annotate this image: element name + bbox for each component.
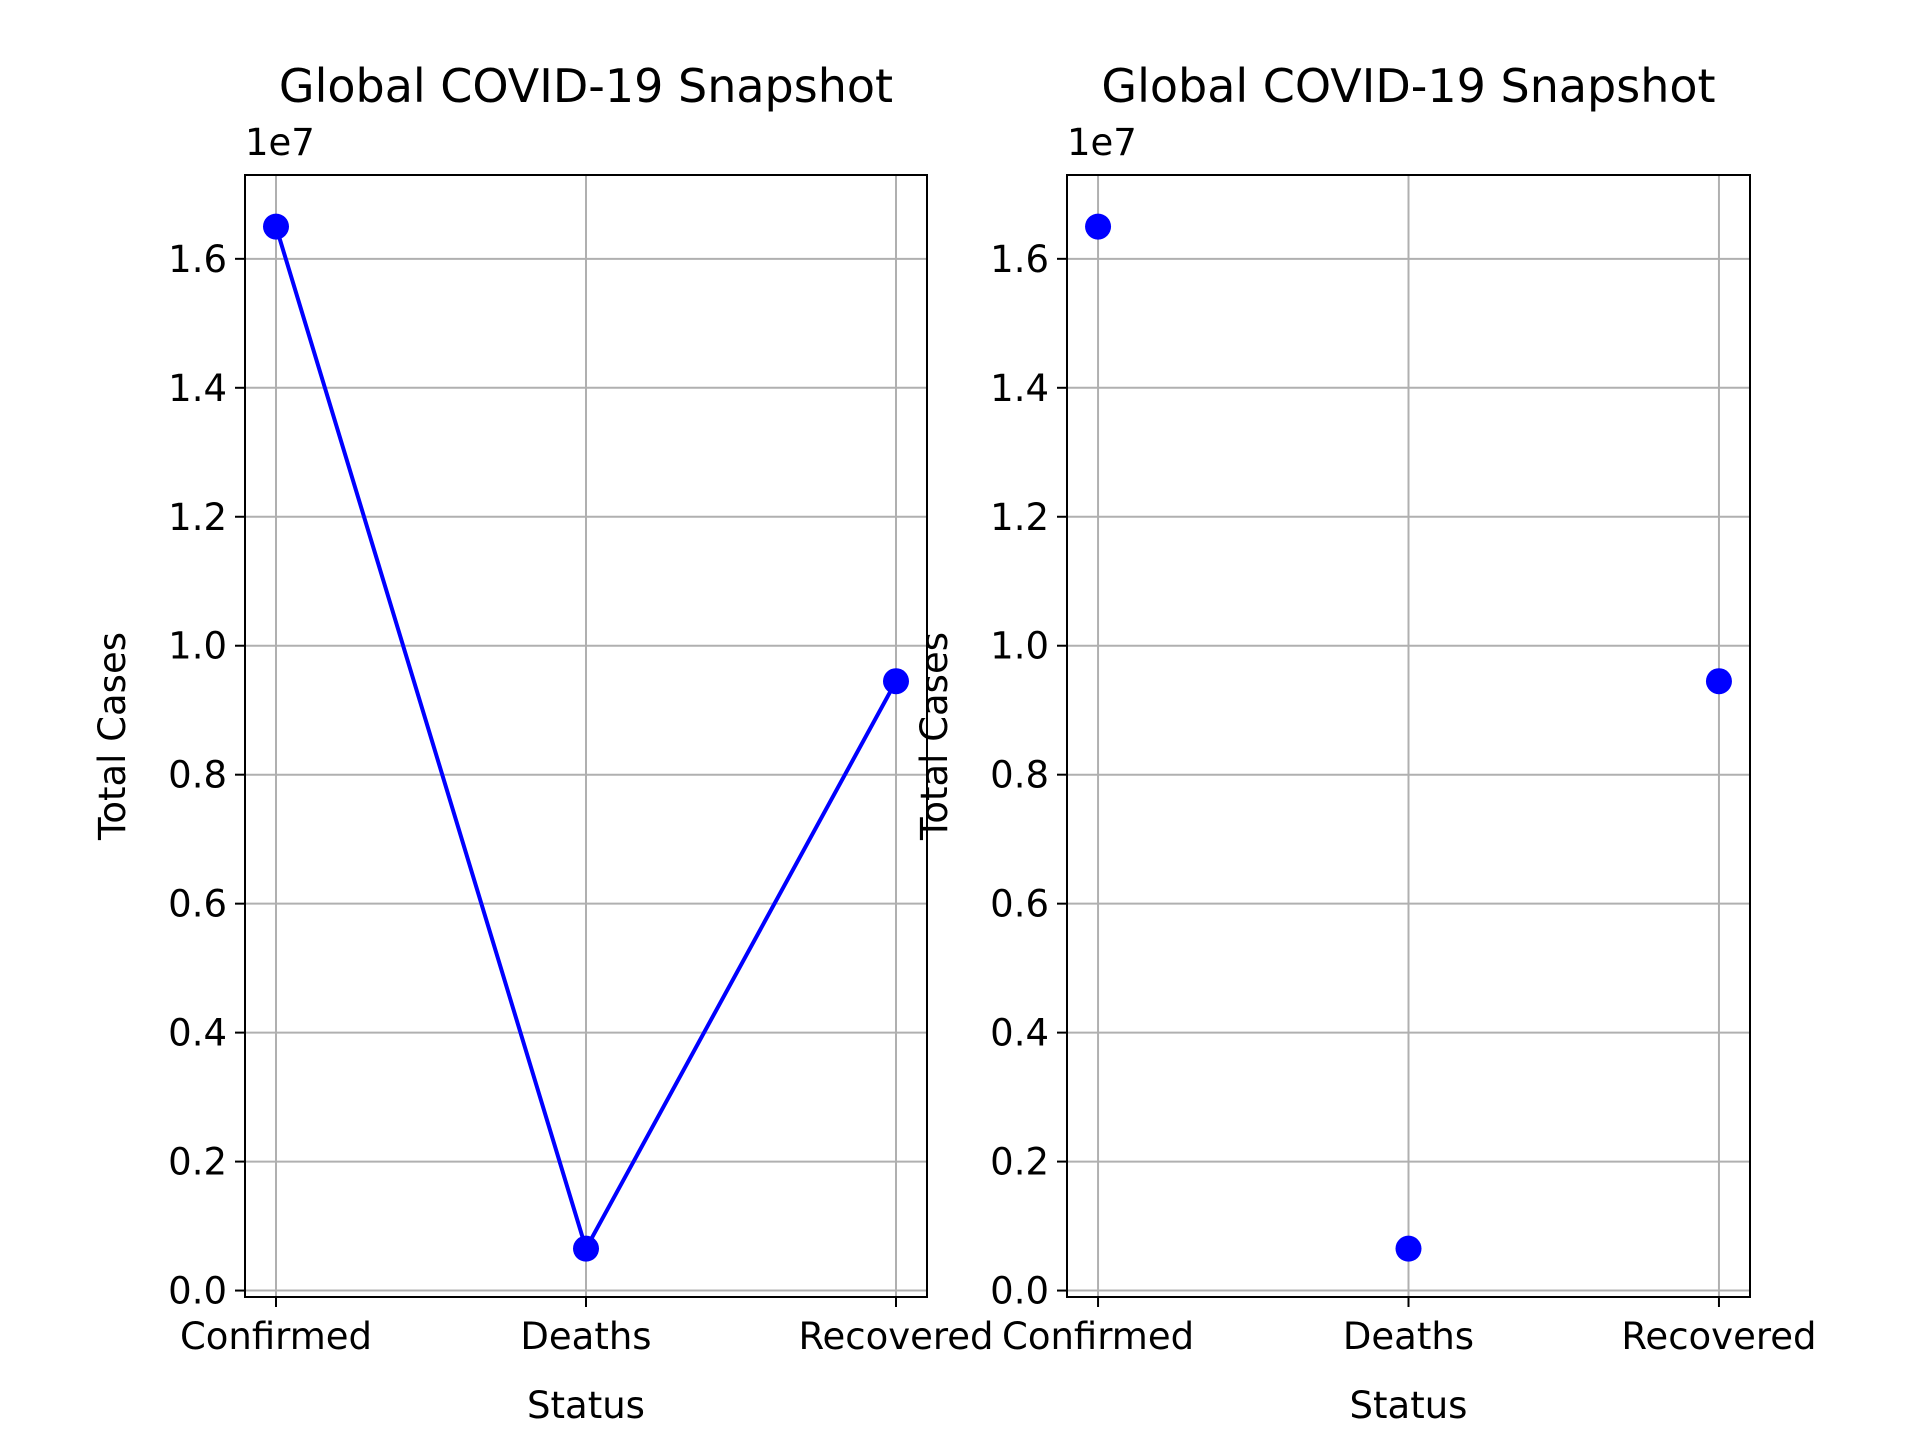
x-tick-label: Deaths — [1343, 1315, 1474, 1358]
y-tick-label: 0.4 — [990, 1012, 1049, 1055]
data-point — [883, 668, 909, 695]
axes-frame — [244, 174, 928, 1298]
y-axis-label: Total Cases — [913, 632, 956, 841]
y-tick-label: 0.8 — [990, 754, 1049, 797]
y-tick-label: 1.0 — [168, 625, 227, 668]
y-tick-label: 0.0 — [990, 1270, 1049, 1313]
y-tick-label: 1.6 — [168, 238, 227, 281]
data-point — [573, 1235, 599, 1262]
y-tick-label: 0.8 — [168, 754, 227, 797]
y-tick-label: 0.6 — [168, 883, 227, 926]
y-tick-label: 1.2 — [168, 496, 227, 539]
y-tick-label: 0.2 — [990, 1141, 1049, 1184]
subplot-1: 0.0 0.2 0.4 0.6 0.8 1.0 1.2 1.4 1.6 Confirmed Deat… — [91, 59, 994, 1427]
subplot-2: 0.0 0.2 0.4 0.6 0.8 1.0 1.2 1.4 1.6 Confirmed Deat… — [913, 59, 1817, 1427]
x-axis-label: Status — [527, 1384, 645, 1427]
y-tick-label: 0.0 — [168, 1270, 227, 1313]
chart-title: Global COVID-19 Snapshot — [279, 59, 893, 113]
y-tick-label: 0.6 — [990, 883, 1049, 926]
y-tick-label: 1.4 — [990, 367, 1049, 410]
y-axis-label: Total Cases — [91, 632, 134, 841]
y-tick-label: 1.0 — [990, 625, 1049, 668]
y-tick-label: 0.4 — [168, 1012, 227, 1055]
offset-text: 1e7 — [245, 121, 315, 164]
y-tick-label: 0.2 — [168, 1141, 227, 1184]
x-tick-label: Deaths — [520, 1315, 651, 1358]
x-axis-label: Status — [1350, 1384, 1468, 1427]
x-tick-label: Confirmed — [1002, 1315, 1194, 1358]
data-point — [1395, 1235, 1422, 1262]
data-point — [263, 213, 289, 240]
y-tick-label: 1.6 — [990, 238, 1049, 281]
chart-title: Global COVID-19 Snapshot — [1101, 59, 1715, 113]
y-tick-label: 1.2 — [990, 496, 1049, 539]
x-tick-label: Confirmed — [180, 1315, 372, 1358]
data-point — [1705, 668, 1732, 695]
axes-frame — [1066, 174, 1751, 1298]
x-tick-label: Recovered — [1621, 1315, 1816, 1358]
offset-text: 1e7 — [1067, 121, 1137, 164]
y-tick-label: 1.4 — [168, 367, 227, 410]
x-tick-label: Recovered — [798, 1315, 993, 1358]
data-point — [1085, 213, 1112, 240]
